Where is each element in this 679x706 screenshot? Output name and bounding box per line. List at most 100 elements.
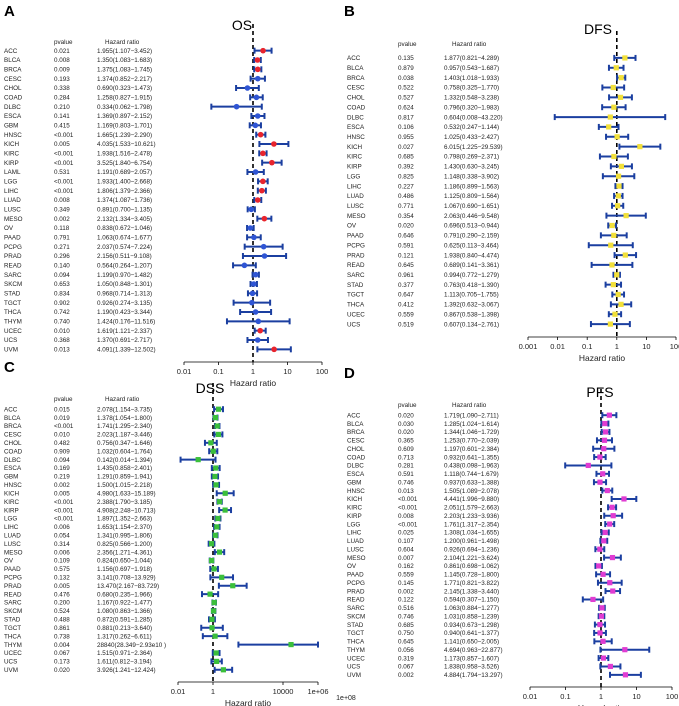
pvalue-text: 0.227 (398, 183, 414, 190)
hr-point (585, 462, 591, 469)
hr-point (212, 532, 218, 538)
cancer-label: DLBC (4, 104, 21, 111)
pvalue-text: 0.005 (54, 583, 70, 590)
hr-point (261, 215, 268, 222)
hr-point (615, 193, 621, 199)
hr-point (254, 66, 261, 73)
x-tick-label: 1 (251, 367, 255, 376)
hazard-ratio-text: 1.186(0.899−1.563) (444, 183, 499, 190)
cancer-label: READ (4, 591, 22, 598)
hazard-ratio-text: 1.308(1.034−1.655) (444, 530, 499, 537)
pvalue-text: 0.955 (398, 134, 414, 141)
pvalue-text: 0.002 (54, 216, 70, 223)
pvalue-text: 0.834 (54, 291, 70, 298)
forest-row: LIHC 0.006 1.653(1.154−2.370) (4, 523, 221, 531)
panel-letter: A (4, 3, 15, 20)
pvalue-text: <0.001 (398, 521, 418, 528)
cancer-label: UCEC (4, 650, 22, 657)
forest-row: LIHC 0.227 1.186(0.899−1.563) (347, 183, 624, 190)
hr-point (599, 605, 605, 611)
cancer-label: LIHC (347, 530, 362, 537)
pvalue-text: 0.740 (54, 319, 70, 326)
hr-point (211, 566, 217, 572)
hr-point (260, 47, 266, 54)
hr-point (208, 541, 215, 547)
pvalue-text: 0.609 (398, 446, 414, 453)
pvalue-text: 0.750 (398, 630, 414, 637)
forest-row: ESCA 0.141 1.369(0.897−2.152) (4, 113, 266, 120)
cancer-label: BLCA (4, 57, 21, 64)
cancer-label: GBM (4, 123, 18, 130)
cancer-label: PCPG (347, 580, 365, 587)
pvalue-text: 0.219 (54, 474, 70, 481)
cancer-label: COAD (347, 454, 366, 461)
pvalue-text: 0.008 (398, 513, 414, 520)
hazard-ratio-text: 1.025(0.433−2.427) (444, 134, 499, 141)
forest-row: COAD 0.909 1.032(0.604−1.764) (4, 448, 219, 455)
hazard-ratio-text: 0.763(0.418−1.390) (444, 282, 499, 289)
cancer-label: PRAD (4, 583, 22, 590)
pvalue-text: <0.001 (398, 496, 418, 503)
cancer-label: KICH (347, 144, 362, 151)
cancer-label: OV (347, 563, 357, 570)
cancer-label: CESC (347, 438, 365, 445)
forest-row: BRCA 0.038 1.403(1.018−1.933) (347, 74, 627, 82)
hazard-ratio-text: 0.438(0.098−1.963) (444, 463, 499, 470)
forest-row: BLCA 0.030 1.285(1.024−1.614) (347, 420, 610, 428)
hazard-ratio-text: 0.891(0.700−1.135) (97, 207, 152, 214)
x-tick-label: 1 (615, 342, 619, 351)
cancer-label: BRCA (4, 67, 22, 74)
forest-row: KIRC <0.001 2.388(1.790−3.185) (4, 498, 223, 506)
hr-point (622, 647, 628, 653)
pvalue-text: <0.001 (54, 507, 74, 514)
hazard-ratio-text: 1.169(0.803−1.701) (97, 123, 152, 130)
cancer-label: KIRC (347, 154, 362, 161)
cancer-label: MESO (4, 549, 23, 556)
pvalue-text: 0.685 (398, 622, 414, 629)
pvalue-text: 0.169 (54, 465, 70, 472)
hr-point (614, 272, 620, 278)
hazard-ratio-text: 1.253(0.770−2.039) (444, 438, 499, 445)
hr-point (210, 608, 217, 614)
cancer-label: TGCT (347, 292, 364, 299)
cancer-label: LUSC (4, 541, 21, 548)
forest-row: GBM 0.219 1.291(0.859−1.941) (4, 473, 220, 481)
pvalue-text: 0.025 (398, 530, 414, 537)
forest-row: THYM 0.740 1.424(0.176−11.516) (4, 318, 291, 326)
hr-point (607, 321, 613, 327)
cancer-label: HNSC (4, 132, 22, 139)
cancer-label: PAAD (347, 233, 364, 240)
hr-point (597, 454, 603, 460)
hazard-ratio-text: 1.156(0.697−1.918) (97, 566, 152, 573)
pvalue-text: 0.122 (398, 597, 414, 604)
hazard-ratio-text: 0.940(0.641−1.377) (444, 630, 499, 637)
cancer-label: CHOL (347, 446, 365, 453)
cancer-label: LUSC (4, 207, 21, 214)
pvalue-text: 0.010 (54, 328, 70, 335)
cancer-label: OV (4, 225, 14, 232)
cancer-label: ESCA (4, 113, 22, 120)
hazard-ratio-text: 2.388(1.790−3.185) (97, 499, 152, 506)
cancer-label: CESC (4, 76, 22, 83)
forest-row: ACC 0.021 1.955(1.107−3.452) (4, 47, 273, 55)
hr-point (607, 114, 613, 120)
hazard-ratio-text: 2.023(1.187−3.446) (97, 432, 152, 439)
forest-row: LUAD 0.486 1.125(0.809−1.564) (347, 192, 624, 200)
forest-row: KIRC 0.685 0.798(0.269−2.371) (347, 153, 629, 161)
cancer-label: SARC (4, 600, 22, 607)
cancer-label: KIRC (347, 505, 362, 512)
hazard-ratio-text: 1.933(1.400−2.668) (97, 179, 152, 186)
forest-row: TGCT 0.861 0.881(0.213−3.640) (4, 624, 224, 632)
forest-row: DLBC 0.094 0.142(0.014−1.394) (4, 456, 217, 464)
hr-point (222, 490, 228, 496)
pvalue-text: 0.121 (398, 252, 414, 259)
pvalue-text: 0.879 (398, 65, 414, 72)
pvalue-text: 0.109 (54, 558, 70, 565)
hr-point (611, 232, 617, 238)
hr-point (220, 667, 226, 673)
hr-point (618, 163, 624, 169)
hr-point (606, 124, 612, 130)
hazard-ratio-text: 2.132(1.334−3.405) (97, 216, 152, 223)
hazard-ratio-text: 1.374(1.087−1.736) (97, 197, 152, 204)
hazard-ratio-text: 3.525(1.840−6.754) (97, 160, 152, 167)
